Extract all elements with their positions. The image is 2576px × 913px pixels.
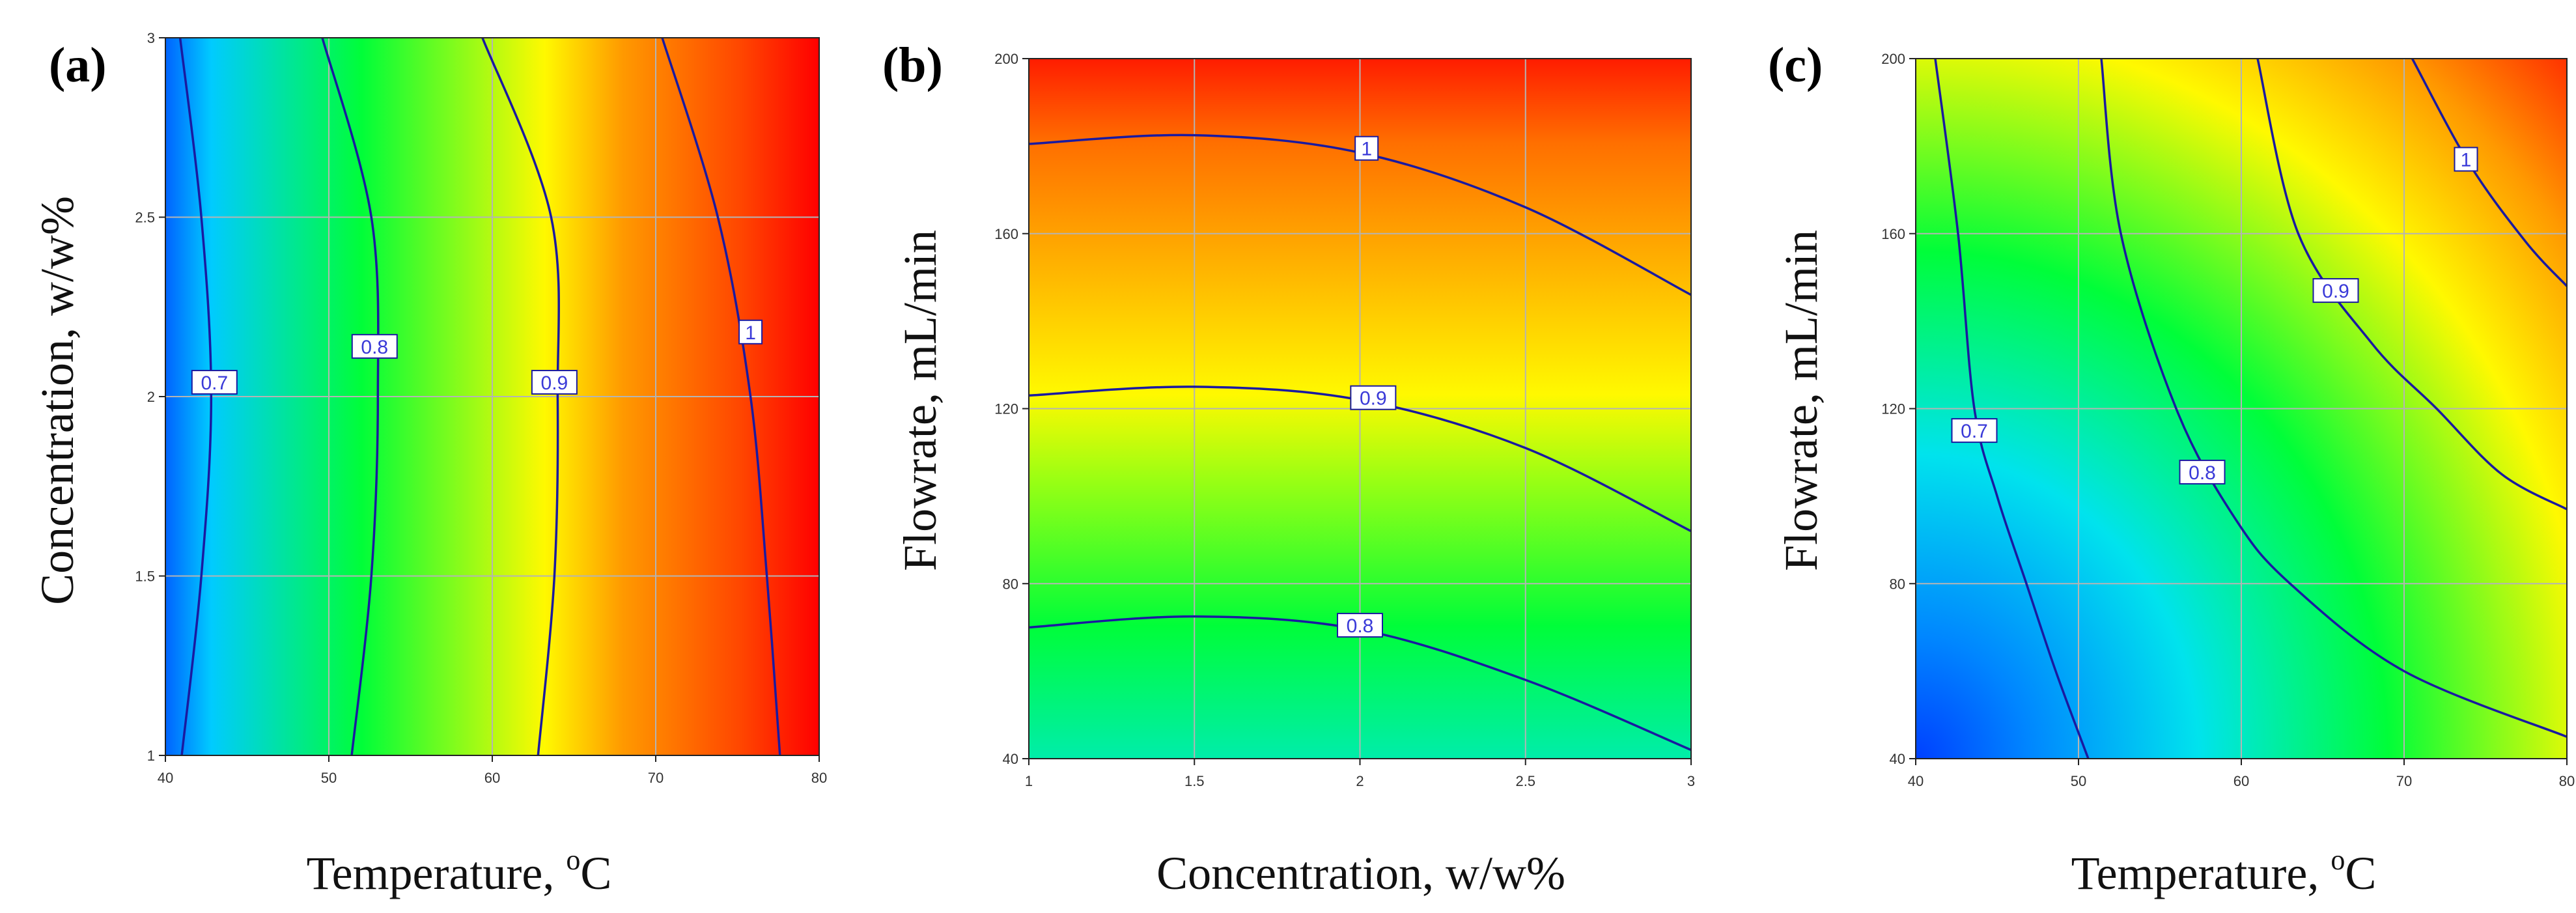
plot-area-c: 0.7 0.8 0.9 1 40 50 60 70 80 40 80 120 160 200 xyxy=(1881,51,2575,789)
contour-line-a-0.7 xyxy=(178,37,213,756)
panel-b: 0.8 0.9 1 1 1.5 2 2.5 3 40 80 120 160 200 (b) Concen… xyxy=(882,38,1695,899)
contour-label-box xyxy=(1951,418,1998,443)
contour-label-box xyxy=(1350,385,1397,410)
y-tick-label-c-2: 120 xyxy=(1881,401,1905,417)
contour-label-text: 1 xyxy=(745,322,756,344)
y-tick-label-b-4: 200 xyxy=(994,51,1018,67)
x-tick-label-a-3: 70 xyxy=(648,770,664,786)
x-tick-label-b-0: 1 xyxy=(1025,773,1033,789)
x-tick-label-b-1: 1.5 xyxy=(1184,773,1205,789)
y-axis-title-c: Flowrate, mL/min xyxy=(1775,230,1827,571)
contour-label-box xyxy=(738,319,763,344)
y-tick-label-c-0: 40 xyxy=(1890,751,1905,767)
x-axis-title-c: Temperature, oC xyxy=(2071,844,2377,899)
contour-label-a-1: 1 xyxy=(738,319,763,344)
contour-label-b-0.9: 0.9 xyxy=(1350,385,1397,410)
contour-label-c-0.7: 0.7 xyxy=(1951,418,1998,443)
x-tick-label-c-0: 40 xyxy=(1908,773,1924,789)
contour-label-box xyxy=(1337,613,1383,638)
contour-label-c-0.9: 0.9 xyxy=(2312,278,2359,303)
contour-label-text: 0.8 xyxy=(2189,462,2216,484)
x-tick-label-b-4: 3 xyxy=(1687,773,1695,789)
y-tick-label-b-0: 40 xyxy=(1003,751,1018,767)
y-tick-label-a-2: 2 xyxy=(147,389,155,405)
contour-label-a-0.8: 0.8 xyxy=(351,333,398,359)
x-axis-title-b: Concentration, w/w% xyxy=(1156,847,1565,899)
contour-line-a-1 xyxy=(661,37,781,756)
contour-label-c-0.8: 0.8 xyxy=(2179,459,2226,485)
panel-label-a: (a) xyxy=(49,38,107,92)
contour-label-a-0.9: 0.9 xyxy=(531,369,578,395)
y-tick-label-c-1: 80 xyxy=(1890,576,1905,592)
contour-label-text: 0.7 xyxy=(201,372,228,394)
y-tick-label-a-0: 1 xyxy=(147,748,155,764)
contour-label-a-0.7: 0.7 xyxy=(191,369,238,395)
x-tick-label-c-1: 50 xyxy=(2071,773,2086,789)
contour-line-c-0.7 xyxy=(1934,58,2090,759)
y-tick-label-b-2: 120 xyxy=(994,401,1018,417)
x-tick-label-b-3: 2.5 xyxy=(1515,773,1535,789)
contour-label-b-1: 1 xyxy=(1354,135,1379,161)
y-tick-label-a-3: 2.5 xyxy=(135,210,155,226)
x-tick-label-c-4: 80 xyxy=(2559,773,2575,789)
contour-label-text: 0.9 xyxy=(2322,281,2349,302)
contour-label-text: 1 xyxy=(2461,150,2472,171)
x-tick-label-c-2: 60 xyxy=(2233,773,2249,789)
contour-label-text: 0.9 xyxy=(541,372,568,394)
plot-area-b: 0.8 0.9 1 1 1.5 2 2.5 3 40 80 120 160 200 xyxy=(994,51,1695,789)
y-tick-label-a-4: 3 xyxy=(147,30,155,46)
y-tick-label-b-1: 80 xyxy=(1003,576,1018,592)
contour-line-c-0.8 xyxy=(2100,58,2568,738)
contour-label-box xyxy=(2179,459,2226,485)
x-tick-label-a-0: 40 xyxy=(158,770,173,786)
contour-line-a-0.8 xyxy=(321,37,380,756)
x-tick-label-a-4: 80 xyxy=(811,770,827,786)
contour-label-box xyxy=(191,369,238,395)
contour-label-box xyxy=(2454,147,2478,172)
y-axis-title-a: Concentration, w/w% xyxy=(31,196,83,605)
contour-label-text: 0.9 xyxy=(1360,388,1387,410)
x-tick-label-a-1: 50 xyxy=(321,770,337,786)
contour-label-text: 0.8 xyxy=(361,337,388,358)
y-axis-title-b: Flowrate, mL/min xyxy=(894,230,946,571)
panel-c: 0.7 0.8 0.9 1 40 50 60 70 80 40 80 120 160 200 (c) Te… xyxy=(1768,38,2575,899)
contour-label-box xyxy=(1354,135,1379,161)
x-tick-label-a-2: 60 xyxy=(484,770,500,786)
contour-label-box xyxy=(351,333,398,359)
panel-label-b: (b) xyxy=(882,38,943,92)
y-tick-label-c-4: 200 xyxy=(1881,51,1905,67)
y-tick-label-c-3: 160 xyxy=(1881,226,1905,242)
contour-label-text: 0.8 xyxy=(1347,615,1374,637)
panel-label-c: (c) xyxy=(1768,38,1823,92)
y-tick-label-a-1: 1.5 xyxy=(135,569,155,585)
contour-label-c-1: 1 xyxy=(2454,147,2478,172)
y-tick-label-b-3: 160 xyxy=(994,226,1018,242)
contour-label-box xyxy=(531,369,578,395)
contour-label-text: 1 xyxy=(1361,139,1372,160)
contour-line-c-1 xyxy=(2411,58,2568,287)
x-tick-label-b-2: 2 xyxy=(1356,773,1364,789)
contour-label-text: 0.7 xyxy=(1961,421,1988,442)
contour-label-box xyxy=(2312,278,2359,303)
contour-line-a-0.9 xyxy=(481,37,561,756)
x-tick-label-c-3: 70 xyxy=(2396,773,2412,789)
x-axis-title-a: Temperature, oC xyxy=(307,844,612,899)
contour-label-b-0.8: 0.8 xyxy=(1337,613,1383,638)
contour-line-c-0.9 xyxy=(2256,58,2568,511)
